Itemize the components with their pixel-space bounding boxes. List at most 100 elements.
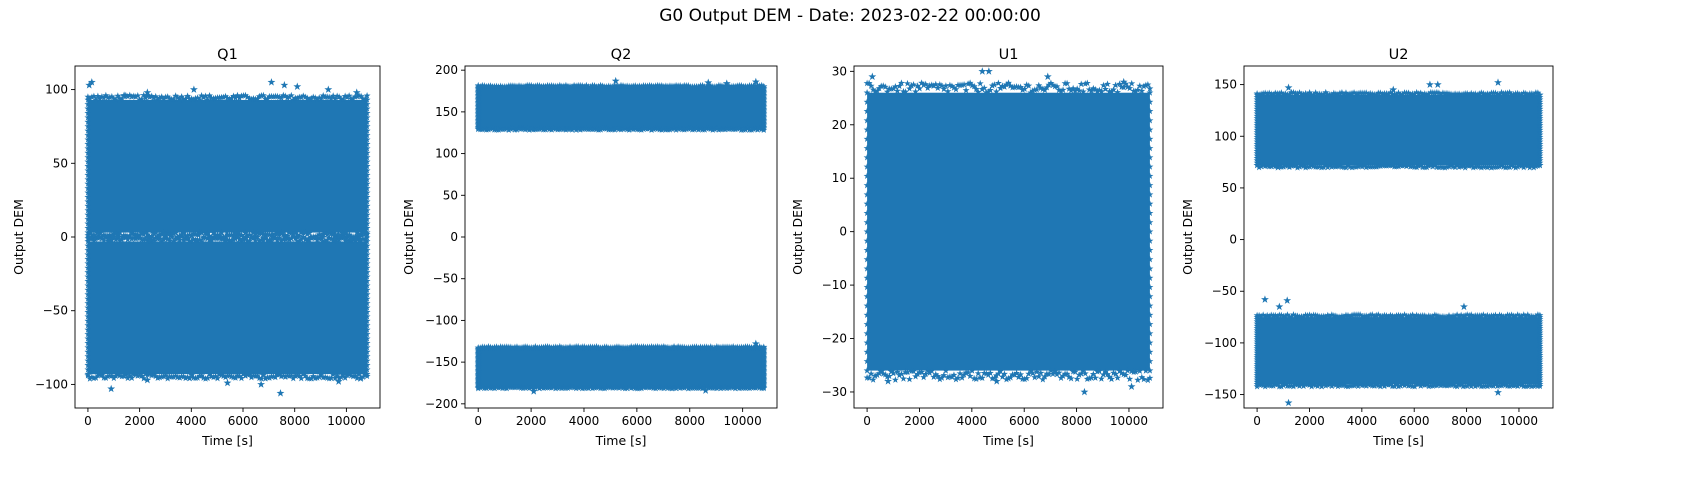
data-point-outlier — [189, 85, 198, 93]
data-point-outlier — [1284, 398, 1293, 407]
data-points — [474, 76, 768, 395]
x-tick-label: 0 — [84, 414, 92, 428]
data-point-outlier — [1425, 80, 1434, 88]
data-point-outlier — [978, 67, 987, 75]
data-point-outlier — [611, 76, 620, 85]
plot-frame — [853, 65, 1164, 409]
x-axis-label: Time [s] — [982, 433, 1034, 448]
x-tick-label: 8000 — [279, 414, 310, 428]
y-tick-label: −30 — [822, 385, 847, 399]
y-tick-label: 50 — [443, 188, 458, 202]
data-point-outlier — [1460, 302, 1468, 311]
x-tick-label: 8000 — [674, 414, 705, 428]
x-tick-label: 6000 — [622, 414, 653, 428]
y-tick-label: −50 — [1212, 284, 1237, 298]
x-tick-label: 4000 — [569, 414, 600, 428]
data-point-outlier — [1494, 78, 1502, 86]
data-points — [1253, 78, 1544, 407]
y-tick-label: 10 — [832, 171, 847, 185]
x-tick-label: 8000 — [1451, 414, 1482, 428]
y-tick-label: 20 — [832, 118, 847, 132]
y-tick-label: 0 — [450, 230, 458, 244]
data-point — [1063, 79, 1071, 87]
y-tick-label: −150 — [1204, 388, 1237, 402]
data-point-outlier — [984, 67, 993, 75]
data-point-outlier — [223, 378, 232, 387]
y-tick-label: 150 — [1214, 78, 1237, 92]
x-tick-label: 2000 — [124, 414, 155, 428]
x-tick-label: 0 — [1253, 414, 1261, 428]
x-tick-label: 8000 — [1061, 414, 1092, 428]
subplot-q1: 0 2000 4000 6000 8000 10000 −100 −50 0 50 100 Q1 Tim… — [11, 47, 381, 448]
data-band — [1257, 317, 1540, 385]
data-band — [478, 86, 764, 129]
x-tick-label: 10000 — [724, 414, 762, 428]
y-tick-label: 150 — [435, 105, 458, 119]
x-tick-label: 4000 — [176, 414, 207, 428]
y-tick-label: −50 — [43, 304, 68, 318]
data-point-outlier — [257, 380, 266, 388]
data-point-outlier — [276, 389, 285, 397]
y-tick-label: −50 — [433, 272, 458, 286]
x-tick-label: 10000 — [327, 414, 365, 428]
figure-title: G0 Output DEM - Date: 2023-02-22 00:00:0… — [659, 6, 1041, 26]
y-tick-label: 200 — [435, 63, 458, 77]
data-point-outlier — [1275, 302, 1284, 311]
y-tick-label: −100 — [35, 377, 68, 391]
x-axis-label: Time [s] — [595, 433, 647, 448]
y-tick-label: −10 — [822, 278, 847, 292]
x-tick-label: 2000 — [1294, 414, 1325, 428]
data-point-outlier — [868, 72, 877, 81]
x-tick-label: 2000 — [904, 414, 935, 428]
y-tick-label: 30 — [832, 64, 847, 78]
x-tick-label: 6000 — [1009, 414, 1040, 428]
data-band — [1257, 94, 1540, 166]
x-tick-label: 0 — [474, 414, 482, 428]
x-tick-label: 10000 — [1110, 414, 1148, 428]
x-tick-label: 0 — [863, 414, 871, 428]
data-point — [906, 375, 914, 383]
data-point-outlier — [1283, 296, 1292, 304]
data-point-outlier — [293, 82, 302, 90]
x-tick-label: 10000 — [1500, 414, 1538, 428]
data-point-outlier — [1261, 295, 1269, 303]
x-tick-label: 6000 — [1399, 414, 1430, 428]
y-axis-label: Output DEM — [11, 199, 26, 275]
data-point — [1103, 80, 1111, 88]
data-point-outlier — [1127, 382, 1136, 390]
y-tick-label: 100 — [435, 147, 458, 161]
y-tick-label: −100 — [425, 313, 458, 327]
subplot-u1: 0 2000 4000 6000 8000 10000 −30 −20 −10 0 10 20 30 U1… — [790, 47, 1164, 448]
data-point-outlier — [1080, 387, 1089, 396]
data-point-outlier — [267, 78, 276, 86]
x-tick-label: 2000 — [516, 414, 547, 428]
y-tick-label: −20 — [822, 332, 847, 346]
plot-frame — [1243, 65, 1554, 409]
y-tick-label: −150 — [425, 355, 458, 369]
y-tick-label: 100 — [1214, 129, 1237, 143]
x-axis-label: Time [s] — [201, 433, 253, 448]
subplot-title: Q1 — [217, 47, 238, 63]
y-axis-label: Output DEM — [401, 199, 416, 275]
y-axis-label: Output DEM — [790, 199, 805, 275]
y-tick-label: −100 — [1204, 336, 1237, 350]
y-tick-label: 0 — [839, 225, 847, 239]
data-point — [899, 375, 907, 382]
data-points — [863, 67, 1154, 396]
x-axis-label: Time [s] — [1372, 433, 1424, 448]
x-tick-label: 6000 — [228, 414, 259, 428]
y-tick-label: 0 — [60, 230, 68, 244]
data-point-outlier — [1494, 388, 1502, 396]
data-point-outlier — [280, 81, 289, 89]
data-point-outlier — [1043, 72, 1052, 81]
y-tick-label: −200 — [425, 397, 458, 411]
data-point — [976, 79, 984, 87]
x-tick-label: 4000 — [957, 414, 988, 428]
subplot-title: U2 — [1389, 47, 1409, 63]
data-point-outlier — [1433, 80, 1442, 88]
data-point — [1128, 79, 1136, 87]
data-point-outlier — [107, 384, 116, 393]
y-axis-label: Output DEM — [1180, 199, 1195, 275]
